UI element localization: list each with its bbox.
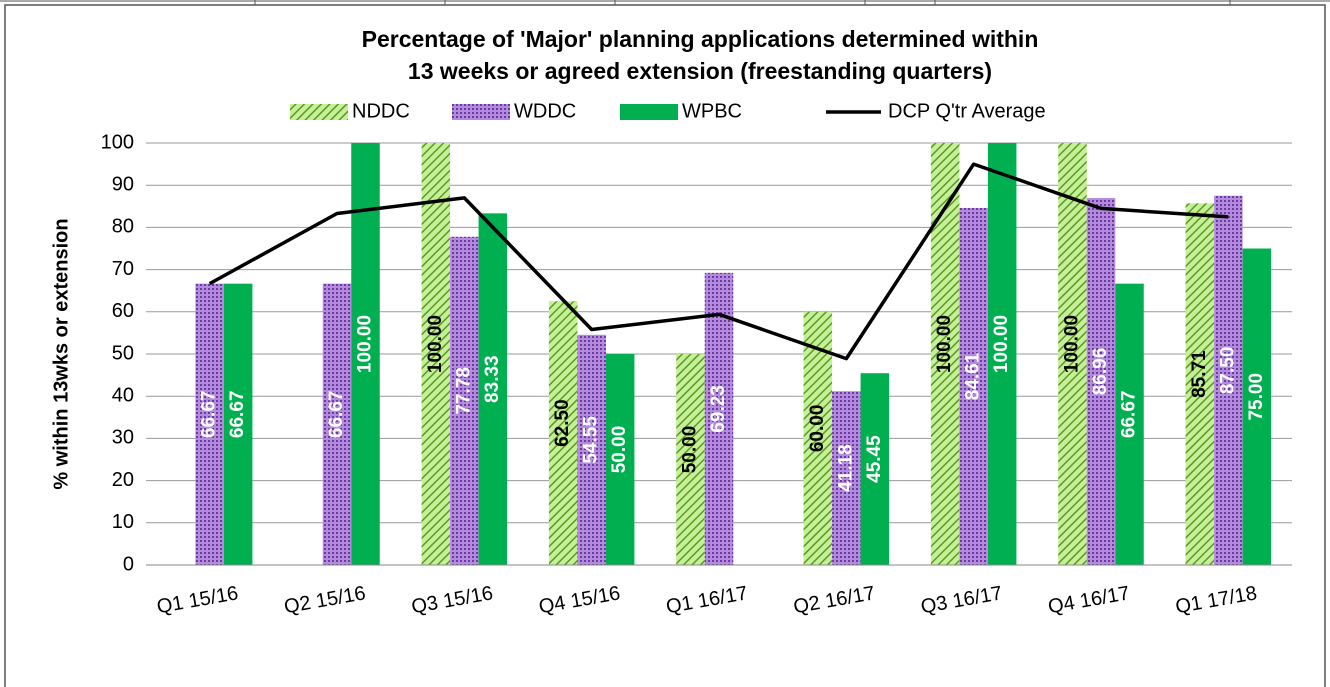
legend-label: NDDC <box>352 100 410 122</box>
bar <box>832 391 861 565</box>
y-tick-label: 60 <box>112 300 134 322</box>
data-label: 66.67 <box>199 391 220 439</box>
top-cells <box>0 0 1330 5</box>
bar <box>478 213 508 565</box>
data-label: 86.96 <box>1090 348 1111 396</box>
y-tick-label: 100 <box>101 131 134 153</box>
bar <box>1086 198 1116 565</box>
data-label: 85.71 <box>1189 350 1210 398</box>
x-tick-label: Q1 15/16 <box>155 582 240 618</box>
legend-swatch <box>452 104 510 120</box>
y-tick-label: 50 <box>112 342 134 364</box>
bar <box>223 283 253 565</box>
data-label: 69.23 <box>708 385 729 433</box>
bar <box>421 143 451 565</box>
bar <box>322 283 352 565</box>
data-label: 84.61 <box>963 352 984 400</box>
bar <box>605 354 635 565</box>
data-label: 83.33 <box>482 355 503 403</box>
data-label: 62.50 <box>552 399 573 447</box>
bar <box>1115 283 1144 565</box>
data-label: 100.00 <box>991 315 1012 373</box>
chart-title: Percentage of 'Major' planning applicati… <box>362 26 1039 52</box>
data-label: 100.00 <box>1062 315 1083 373</box>
legend-label: DCP Q'tr Average <box>888 100 1046 122</box>
y-tick-label: 10 <box>112 511 134 533</box>
bar <box>803 311 833 565</box>
x-tick-label: Q2 16/17 <box>792 582 877 618</box>
bar <box>704 272 734 565</box>
bar <box>1058 143 1087 565</box>
data-label: 54.55 <box>581 416 602 464</box>
bar <box>351 143 380 565</box>
data-label: 66.67 <box>326 391 347 439</box>
y-tick-label: 30 <box>112 427 134 449</box>
bar <box>195 283 224 565</box>
legend-swatch <box>290 104 348 120</box>
data-label: 75.00 <box>1246 373 1267 421</box>
bar <box>987 143 1017 565</box>
y-tick-label: 40 <box>112 384 134 406</box>
bar <box>577 334 606 565</box>
y-tick-label: 0 <box>123 553 134 575</box>
data-label: 41.18 <box>835 444 856 492</box>
y-axis-label: % within 13wks or extension <box>50 218 72 489</box>
data-label: 50.00 <box>609 426 630 474</box>
data-label: 87.50 <box>1217 347 1238 395</box>
x-tick-label: Q4 16/17 <box>1046 582 1131 618</box>
data-label: 77.78 <box>453 367 474 415</box>
chart-title: 13 weeks or agreed extension (freestandi… <box>408 58 992 84</box>
data-label: 100.00 <box>934 315 955 373</box>
data-label: 100.00 <box>355 315 376 373</box>
x-tick-label: Q4 15/16 <box>537 582 622 618</box>
x-tick-label: Q1 17/18 <box>1174 582 1259 618</box>
x-tick-label: Q3 16/17 <box>919 582 1004 618</box>
data-label: 45.45 <box>864 435 885 483</box>
bar <box>860 373 890 565</box>
bar <box>450 236 479 565</box>
y-tick-label: 20 <box>112 469 134 491</box>
x-tick-label: Q2 15/16 <box>282 582 367 618</box>
y-tick-label: 70 <box>112 258 134 280</box>
data-label: 50.00 <box>680 426 701 474</box>
legend-swatch <box>620 104 678 120</box>
y-tick-label: 80 <box>112 216 134 238</box>
legend-label: WPBC <box>682 100 742 122</box>
data-label: 60.00 <box>807 405 828 453</box>
bar <box>959 207 988 565</box>
y-tick-label: 90 <box>112 173 134 195</box>
bar <box>676 354 705 565</box>
bar <box>930 143 960 565</box>
line-series <box>208 162 1229 361</box>
x-tick-label: Q1 16/17 <box>664 582 749 618</box>
bar <box>1185 203 1215 565</box>
data-label: 66.67 <box>1119 391 1140 439</box>
data-label: 100.00 <box>425 315 446 373</box>
bar <box>548 301 578 565</box>
bar <box>1242 248 1272 565</box>
x-tick-label: Q3 15/16 <box>410 582 495 618</box>
bar <box>1214 195 1243 565</box>
frame <box>4 4 1326 687</box>
legend-label: WDDC <box>514 100 576 122</box>
data-label: 66.67 <box>227 391 248 439</box>
